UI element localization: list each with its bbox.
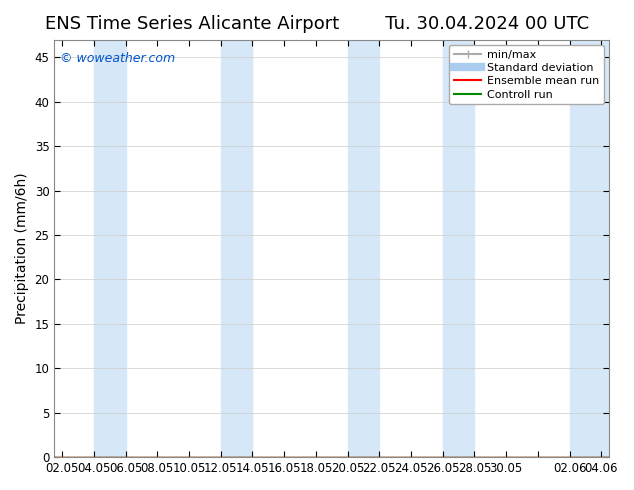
Bar — [443, 40, 474, 457]
Bar — [94, 40, 126, 457]
Bar — [347, 40, 379, 457]
Bar — [221, 40, 252, 457]
Legend: min/max, Standard deviation, Ensemble mean run, Controll run: min/max, Standard deviation, Ensemble me… — [450, 45, 604, 104]
Text: ENS Time Series Alicante Airport        Tu. 30.04.2024 00 UTC: ENS Time Series Alicante Airport Tu. 30.… — [45, 15, 589, 33]
Text: © woweather.com: © woweather.com — [60, 52, 175, 65]
Bar — [569, 40, 609, 457]
Y-axis label: Precipitation (mm/6h): Precipitation (mm/6h) — [15, 172, 29, 324]
